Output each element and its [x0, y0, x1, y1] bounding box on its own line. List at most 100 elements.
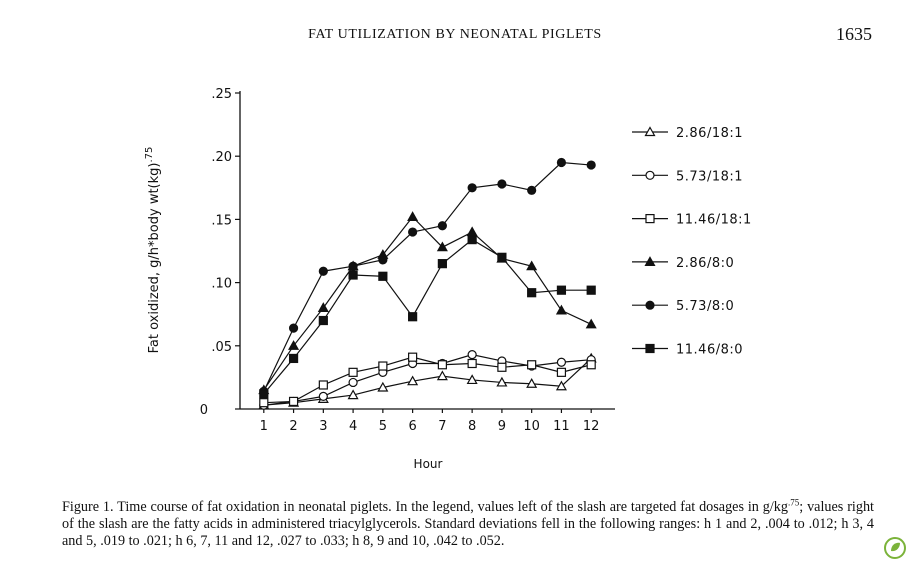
series-line	[263, 354, 592, 406]
marker	[527, 288, 537, 298]
x-axis-label: Hour	[414, 457, 443, 471]
y-tick-label: .05	[211, 340, 232, 355]
marker	[497, 179, 507, 189]
marker	[586, 160, 596, 170]
marker	[378, 361, 388, 371]
x-tick-label: 1	[260, 419, 268, 434]
x-tick-label: 4	[349, 419, 357, 434]
y-tick-label: .25	[211, 87, 232, 102]
marker	[288, 396, 299, 407]
marker	[645, 170, 655, 180]
marker	[317, 302, 329, 312]
marker	[644, 256, 656, 266]
marker	[259, 389, 269, 399]
x-tick-label: 5	[379, 419, 387, 434]
x-tick-label: 3	[319, 419, 327, 434]
y-axis-label-sup: .75	[144, 147, 155, 163]
x-tick-label: 2	[289, 419, 297, 434]
marker	[408, 312, 418, 322]
marker	[467, 350, 477, 360]
series-line	[263, 358, 592, 406]
x-tick-label: 8	[468, 419, 476, 434]
marker	[437, 259, 447, 269]
series-line	[263, 356, 592, 404]
legend-item: 2.86/8:0	[632, 256, 734, 271]
x-tick-label: 9	[498, 419, 506, 434]
marker	[318, 315, 328, 326]
y-axis-label-text: Fat oxidized, g/h*body wt(kg)	[147, 163, 162, 354]
marker	[466, 226, 478, 237]
legend-item: 5.73/18:1	[632, 169, 743, 184]
legend-item: 2.86/18:1	[632, 126, 743, 141]
series-line	[263, 161, 592, 392]
legend-label: 11.46/18:1	[676, 213, 752, 228]
x-tick-label: 10	[523, 419, 540, 434]
page-number: 1635	[836, 24, 872, 44]
marker	[586, 285, 596, 295]
marker	[378, 271, 388, 281]
marker	[556, 367, 567, 377]
marker	[377, 381, 389, 392]
marker	[407, 211, 419, 221]
marker	[556, 357, 567, 367]
marker	[466, 374, 478, 385]
caption-text: ; values right of the slash are the fatt…	[62, 499, 874, 549]
marker	[645, 343, 655, 354]
marker	[585, 318, 597, 329]
marker	[467, 358, 477, 369]
marker	[645, 214, 655, 224]
marker	[408, 352, 418, 362]
marker	[555, 304, 567, 315]
marker	[436, 370, 448, 381]
marker	[288, 353, 299, 364]
marker	[347, 389, 359, 400]
x-tick-label: 12	[583, 419, 600, 434]
legend-label: 2.86/18:1	[676, 126, 743, 141]
marker	[348, 261, 358, 271]
marker	[348, 377, 358, 388]
marker	[318, 391, 328, 401]
y-tick-label: .20	[211, 150, 232, 165]
caption-text: Figure 1. Time course of fat oxidation i…	[62, 499, 788, 515]
marker	[526, 377, 538, 388]
series-line	[263, 238, 592, 395]
legend-label: 5.73/8:0	[676, 299, 734, 314]
legend-label: 11.46/8:0	[676, 343, 743, 358]
caption-sup: .75	[788, 497, 800, 508]
marker	[644, 126, 656, 137]
legend-label: 5.73/18:1	[676, 169, 743, 184]
figure-caption: Figure 1. Time course of fat oxidation i…	[62, 497, 874, 550]
marker	[437, 360, 447, 370]
legend-label: 2.86/8:0	[676, 256, 734, 271]
x-tick-label: 7	[438, 419, 446, 434]
marker	[586, 360, 596, 370]
marker	[259, 398, 269, 408]
marker	[348, 367, 358, 377]
legend-item: 11.46/8:0	[632, 343, 743, 358]
marker	[318, 380, 328, 390]
legend-item: 11.46/18:1	[632, 213, 752, 228]
marker	[378, 255, 388, 265]
marker	[555, 380, 567, 391]
marker	[288, 323, 299, 333]
y-axis-label: Fat oxidized, g/h*body wt(kg).75	[144, 147, 162, 354]
marker	[556, 285, 567, 295]
marker	[556, 157, 567, 168]
marker	[467, 183, 477, 193]
marker	[407, 375, 419, 386]
marker	[288, 340, 300, 350]
marker	[436, 241, 448, 252]
marker	[496, 376, 508, 387]
legend-item: 5.73/8:0	[632, 299, 734, 314]
marker	[467, 235, 477, 245]
marker	[527, 360, 537, 370]
marker	[348, 270, 358, 280]
x-tick-label: 11	[553, 419, 570, 434]
marker	[527, 185, 537, 195]
marker	[408, 227, 418, 237]
marker	[497, 252, 507, 262]
y-tick-label: 0	[200, 403, 208, 418]
y-tick-label: .15	[211, 213, 232, 228]
